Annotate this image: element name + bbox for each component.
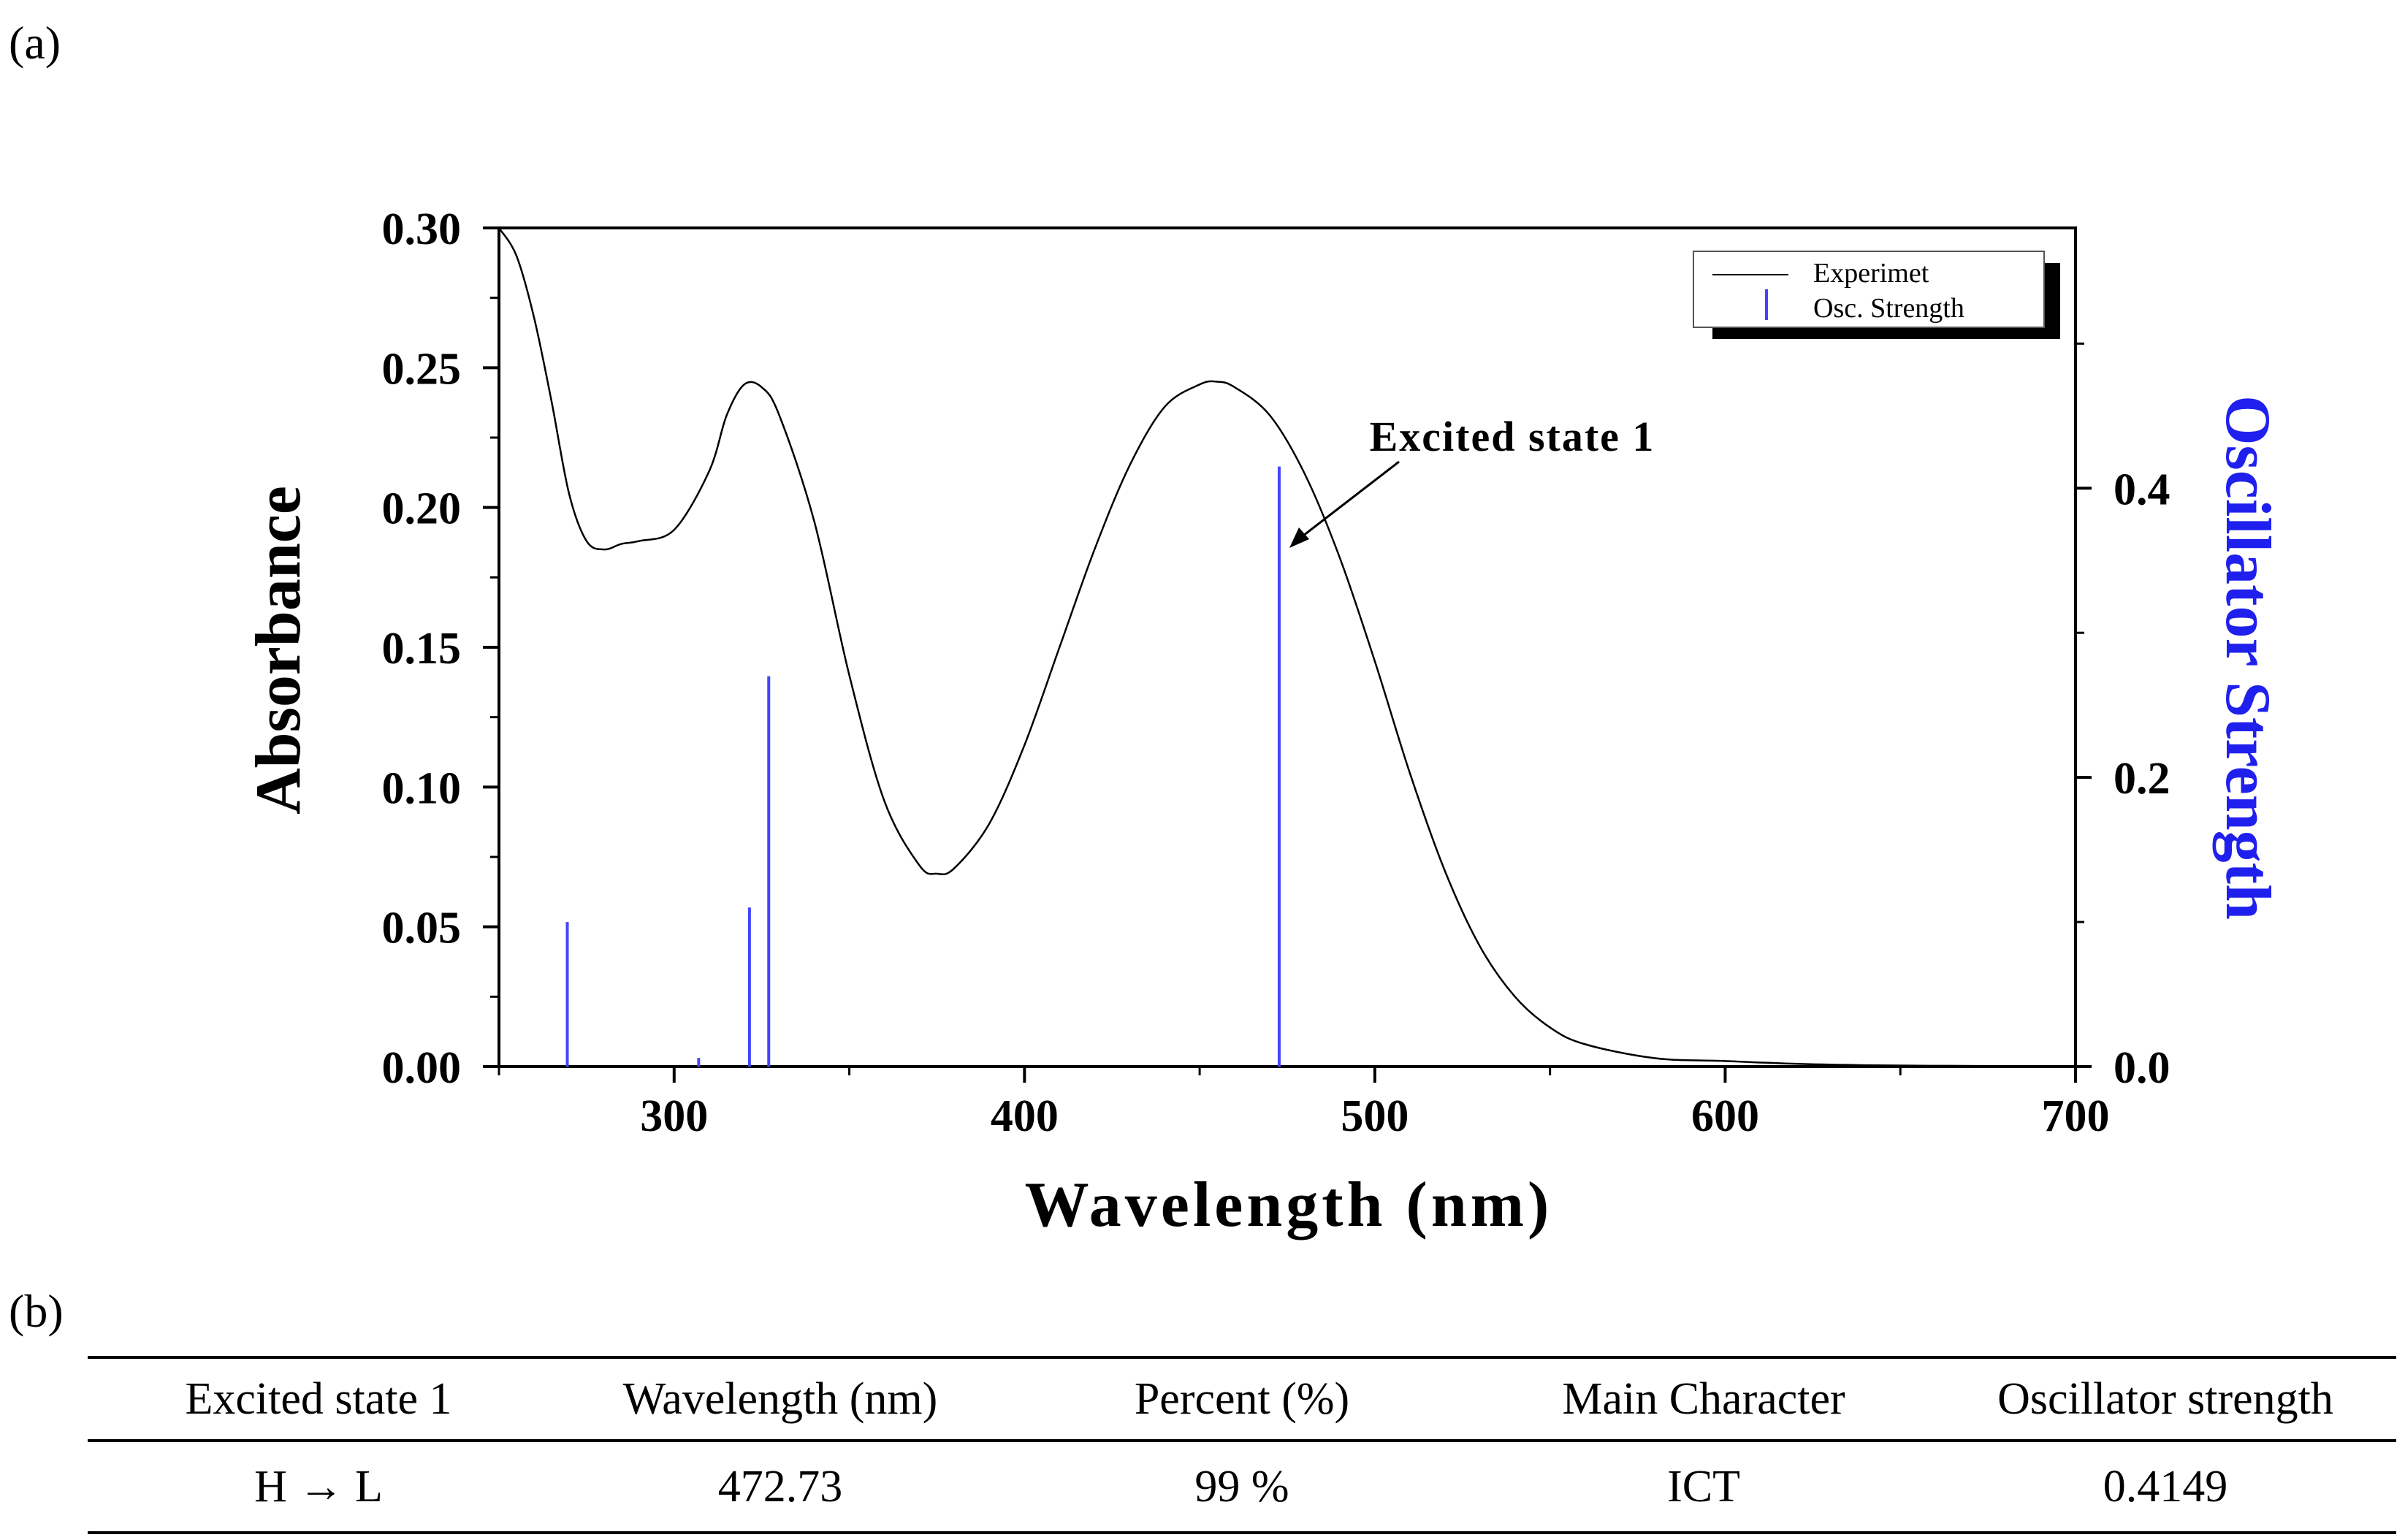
table-cell: ICT [1667,1461,1740,1512]
y-tick-label: 0.20 [382,484,462,534]
y-tick-label: 0.15 [382,624,462,674]
x-tick-label: 300 [640,1091,708,1141]
y2-axis-label: Oscillator Strength [2212,395,2283,920]
table-header-row: Excited state 1 Wavelength (nm) Percent … [88,1357,2396,1441]
annotation-label: Excited state 1 [1370,413,1655,460]
annotation-arrow [1296,460,1400,542]
table-cell: 0.4149 [2103,1461,2228,1512]
x-tick-label: 400 [991,1091,1059,1141]
y2-tick-label: 0.0 [2114,1043,2170,1093]
table-header-cell: Wavelength (nm) [622,1373,938,1424]
chart: 300 400 500 600 700 0.00 0.05 0.10 0.15 0.20 0.25 0… [243,205,2283,1240]
y-tick-label: 0.05 [382,904,462,953]
y-axis-label: Absorbance [243,486,314,815]
y2-tick-label: 0.2 [2114,754,2170,804]
x-tick-label: 700 [2042,1091,2110,1141]
table-header-cell: Oscillator strength [1997,1373,2333,1424]
plot-frame [498,226,2077,1068]
x-axis-label: Wavelength (nm) [1025,1170,1553,1240]
table-header-cell: Excited state 1 [185,1373,452,1424]
legend-box [1693,251,2045,328]
table-header-cell: Percent (%) [1134,1373,1350,1424]
legend-entry-experiment: Experimet [1813,258,1929,289]
panel-label-a: (a) [9,17,61,69]
annotation-arrowhead [1289,527,1309,548]
panel-label-b: (b) [9,1285,64,1337]
results-table: Excited state 1 Wavelength (nm) Percent … [88,1356,2396,1534]
x-tick-label: 600 [1691,1091,1759,1141]
y-tick-label: 0.10 [382,763,462,813]
y-tick-label: 0.25 [382,344,462,394]
table-row: H → L 472.73 99 % ICT 0.4149 [88,1441,2396,1533]
experiment-curve [498,227,2076,1067]
legend-entry-osc: Osc. Strength [1813,293,1964,324]
y2-tick-label: 0.4 [2114,465,2170,514]
table-cell: 472.73 [717,1461,843,1512]
table-header-cell: Main Character [1562,1373,1845,1424]
y-tick-label: 0.00 [382,1043,462,1093]
table-cell: 99 % [1194,1461,1289,1512]
table-cell: H → L [254,1461,383,1512]
x-tick-label: 500 [1341,1091,1409,1141]
y-tick-label: 0.30 [382,205,462,254]
results-table-wrap: Excited state 1 Wavelength (nm) Percent … [88,1356,2396,1534]
